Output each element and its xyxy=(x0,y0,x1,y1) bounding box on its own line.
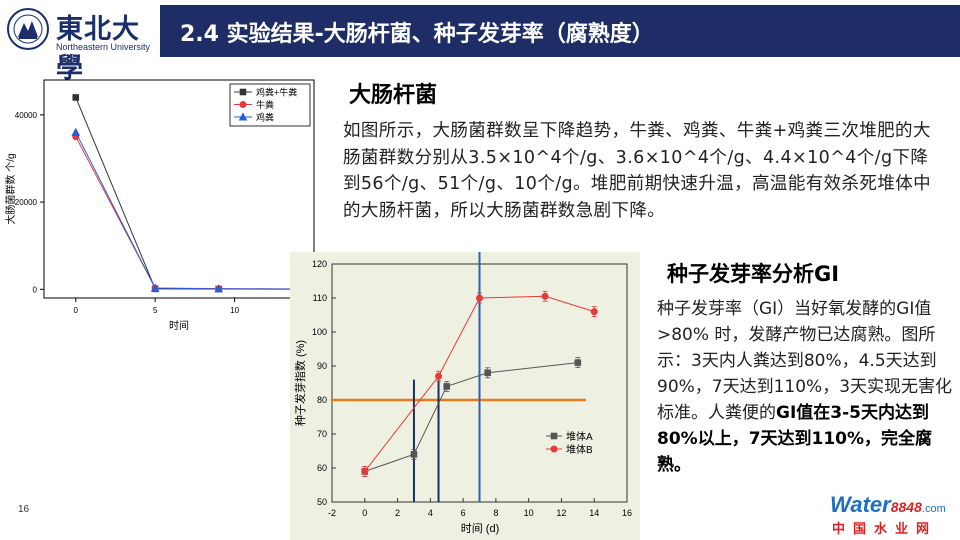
chart2-x-tick-label: 14 xyxy=(589,508,599,518)
chart2-legend-marker xyxy=(550,432,558,440)
chart2-x-tick-label: 6 xyxy=(461,508,466,518)
gi-emphasis: GI值在3-5天内达到80%以上，7天达到110%，完全腐熟。 xyxy=(657,403,933,475)
chart2-background xyxy=(290,252,640,540)
chart1-data-point xyxy=(71,127,81,136)
chart2-y-label: 种子发芽指数 (%) xyxy=(293,340,307,426)
chart2-data-point xyxy=(484,369,491,377)
chart2-y-tick-label: 90 xyxy=(317,361,327,371)
watermark-chinese: 中国水业网 xyxy=(832,522,938,537)
chart1-y-label: 大肠菌群数 个/g xyxy=(4,153,17,224)
chart2-y-tick-label: 60 xyxy=(317,463,327,473)
chart2-x-tick-label: -2 xyxy=(328,508,336,518)
logo-english-name: Northeastern University xyxy=(56,42,151,52)
header: 東北大學 Northeastern University 2.4 实验结果-大肠… xyxy=(0,0,960,84)
logo-chinese-name: 東北大學 xyxy=(56,14,140,84)
chart2-series xyxy=(361,290,598,477)
slide-title: 2.4 实验结果-大肠杆菌、种子发芽率（腐熟度） xyxy=(180,22,654,47)
chart1-legend-label: 鸡粪 xyxy=(256,112,274,123)
gi-section-title: 种子发芽率分析GI xyxy=(667,262,840,286)
chart1-legend-marker xyxy=(238,112,248,121)
chart2-x-tick-label: 8 xyxy=(493,508,498,518)
chart2-data-point xyxy=(435,372,443,380)
chart2-axes: -2 0 2 4 6 8 10 12 14 16 50 60 70 80 90 100 110 120 xyxy=(312,259,632,518)
chart1-data-point xyxy=(214,284,224,293)
chart2-y-tick-label: 80 xyxy=(317,395,327,405)
chart2-x-tick-label: 4 xyxy=(428,508,433,518)
gi-emphasis-prefix: 人粪便的 xyxy=(708,403,776,423)
chart2-y-tick-label: 110 xyxy=(313,293,327,303)
watermark-brand: Water xyxy=(830,492,891,517)
chart2-y-tick-label: 120 xyxy=(312,259,327,269)
chart1-legend-label: 牛粪 xyxy=(256,99,274,110)
ecoli-paragraph: 如图所示，大肠菌群数呈下降趋势，牛粪、鸡粪、牛粪+鸡粪三次堆肥的大肠菌群数分别从… xyxy=(343,121,932,221)
gi-paragraph: 种子发芽率（GI）当好氧发酵的GI值>80% 时，发酵产物已达腐熟。图所示：3天… xyxy=(657,299,953,423)
chart2-data-point xyxy=(443,383,451,390)
chart2-x-tick-label: 2 xyxy=(395,508,400,518)
chart1-y-tick-label: 40000 xyxy=(15,111,38,120)
chart1-x-label: 时间 xyxy=(169,319,189,332)
chart1-legend-marker xyxy=(239,88,247,96)
chart1-frame xyxy=(43,79,315,299)
university-seal-icon xyxy=(7,8,49,50)
chart1-x-tick-label: 0 xyxy=(74,306,79,315)
chart2-x-label: 时间 (d) xyxy=(461,522,500,535)
chart2-legend-label: 堆体A xyxy=(566,431,593,443)
chart2-x-tick-label: 12 xyxy=(556,508,566,518)
title-bar: 2.4 实验结果-大肠杆菌、种子发芽率（腐熟度） xyxy=(160,5,960,57)
chart2-y-tick-label: 100 xyxy=(312,327,327,337)
gi-chart: -2 0 2 4 6 8 10 12 14 16 50 60 70 80 90 100 110 120 堆体A堆体… xyxy=(290,252,640,540)
chart2-x-tick-label: 10 xyxy=(524,508,534,518)
chart1-x-tick-label: 10 xyxy=(230,306,239,315)
chart1-axes: 05101502000040000 xyxy=(15,111,318,315)
chart2-data-point xyxy=(541,292,549,300)
chart1-data-point xyxy=(150,283,160,292)
chart1-y-tick-label: 0 xyxy=(33,285,38,294)
chart2-y-tick-label: 50 xyxy=(317,497,327,507)
ecoli-section-title: 大肠杆菌 xyxy=(349,83,438,108)
chart1-series-line xyxy=(75,136,299,290)
chart1-x-tick-label: 5 xyxy=(153,306,158,315)
chart2-x-tick-label: 16 xyxy=(622,508,632,518)
watermark-logo: Water8848.com 中国水业网 xyxy=(828,492,958,538)
chart1-series-line xyxy=(75,132,299,290)
page-number: 16 xyxy=(18,504,30,515)
watermark-number: 8848 xyxy=(890,499,922,515)
chart1-y-tick-label: 20000 xyxy=(15,198,38,207)
watermark-domain: .com xyxy=(921,503,946,515)
chart1-legend-marker xyxy=(239,101,247,108)
chart1-data-point xyxy=(72,94,80,101)
chart2-legend-label: 堆体B xyxy=(566,444,593,456)
chart2-data-point xyxy=(361,467,369,475)
chart2-legend-marker xyxy=(550,445,558,453)
chart2-data-point xyxy=(574,359,582,366)
chart2-data-point xyxy=(476,294,483,302)
university-logo: 東北大學 Northeastern University xyxy=(6,5,156,84)
chart2-data-point xyxy=(590,308,598,316)
chart2-y-tick-label: 70 xyxy=(317,429,327,439)
chart2-x-tick-label: 0 xyxy=(362,508,367,518)
gi-text-box: 种子发芽率（GI）当好氧发酵的GI值>80% 时，发酵产物已达腐熟。图所示：3天… xyxy=(651,294,957,510)
chart2-data-point xyxy=(410,451,418,458)
chart1-legend-label: 鸡粪+牛粪 xyxy=(256,87,297,98)
